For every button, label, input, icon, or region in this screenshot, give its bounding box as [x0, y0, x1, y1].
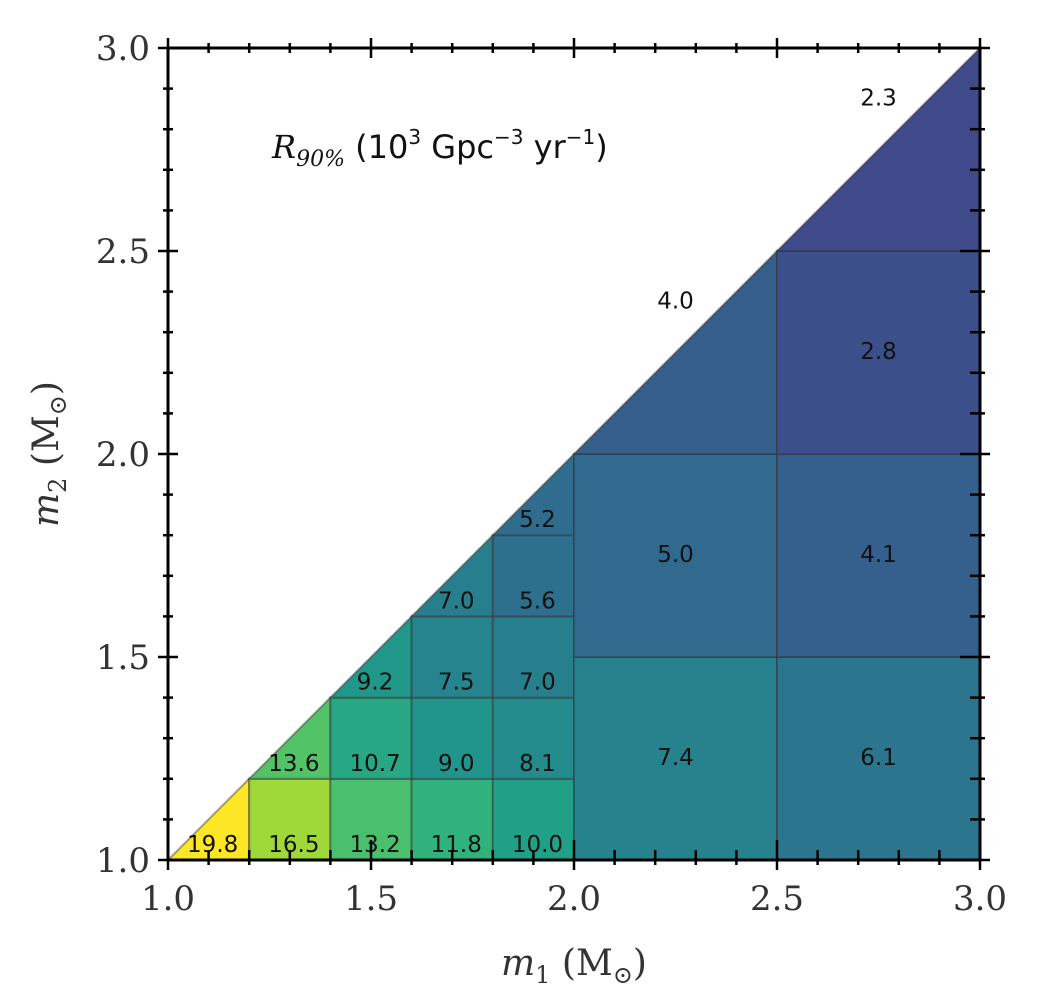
x-tick-label-2: 2.0	[547, 879, 601, 919]
cell-value-label-10: 7.5	[438, 670, 475, 696]
heatmap-cell-15	[573, 656, 778, 861]
y-axis-label: m2 (M⊙)	[26, 381, 72, 527]
heatmap-cell-10	[410, 615, 494, 699]
ticks-layer	[158, 38, 990, 870]
cells-layer	[165, 45, 981, 861]
heatmap-cell-16	[776, 656, 981, 861]
cell-value-label-0: 19.8	[187, 832, 238, 858]
y-tick-label-0: 1.0	[96, 841, 150, 881]
cell-value-label-17: 5.0	[657, 542, 694, 568]
y-tick-label-1: 1.5	[96, 638, 150, 678]
cell-value-label-21: 2.3	[860, 85, 897, 111]
cell-value-label-13: 5.6	[519, 588, 556, 614]
plot-frame	[166, 46, 982, 862]
x-tick-label-4: 3.0	[953, 879, 1007, 919]
cell-value-label-8: 8.1	[519, 751, 556, 777]
x-axis-label: m1 (M⊙)	[501, 943, 647, 989]
heatmap-cell-21	[774, 45, 981, 252]
y-tick-label-3: 2.5	[96, 232, 150, 272]
cell-value-label-19: 4.0	[657, 288, 694, 314]
cell-value-label-7: 9.0	[438, 751, 475, 777]
cell-labels-layer: 19.8 16.5 13.2 11.8 10.0 13.6 10.7 9.0 8.1 9.2 7.5…	[187, 85, 897, 858]
cell-value-label-2: 13.2	[349, 832, 400, 858]
tick-labels-layer: 1.0 1.5 2.0 2.5 3.0 1.0 1.5 2.0 2.5 3.0	[96, 29, 1007, 919]
cell-value-label-15: 7.4	[657, 745, 694, 771]
cell-value-label-12: 7.0	[438, 588, 475, 614]
heatmap-cell-11	[491, 615, 575, 699]
cell-value-label-9: 9.2	[357, 670, 394, 696]
cell-value-label-6: 10.7	[349, 751, 400, 777]
y-tick-label-4: 3.0	[96, 29, 150, 69]
cell-value-label-3: 11.8	[431, 832, 482, 858]
heatmap-cell-17	[573, 453, 778, 658]
cell-value-label-20: 2.8	[860, 339, 897, 365]
cell-value-label-4: 10.0	[512, 832, 563, 858]
cell-value-label-5: 13.6	[268, 751, 319, 777]
heatmap-cell-4	[491, 777, 575, 861]
cell-value-label-16: 6.1	[860, 745, 897, 771]
chart-title: R90% (103 Gpc−3 yr−1)	[271, 125, 608, 172]
cell-value-label-1: 16.5	[268, 832, 319, 858]
x-tick-label-3: 2.5	[750, 879, 804, 919]
cell-value-label-11: 7.0	[519, 670, 556, 696]
x-tick-label-1: 1.5	[344, 879, 398, 919]
cell-value-label-14: 5.2	[519, 507, 556, 533]
heatmap-cell-19	[571, 248, 778, 455]
y-tick-label-2: 2.0	[96, 435, 150, 475]
x-tick-label-0: 1.0	[141, 879, 195, 919]
heatmap-cell-3	[410, 777, 494, 861]
cell-value-label-18: 4.1	[860, 542, 897, 568]
